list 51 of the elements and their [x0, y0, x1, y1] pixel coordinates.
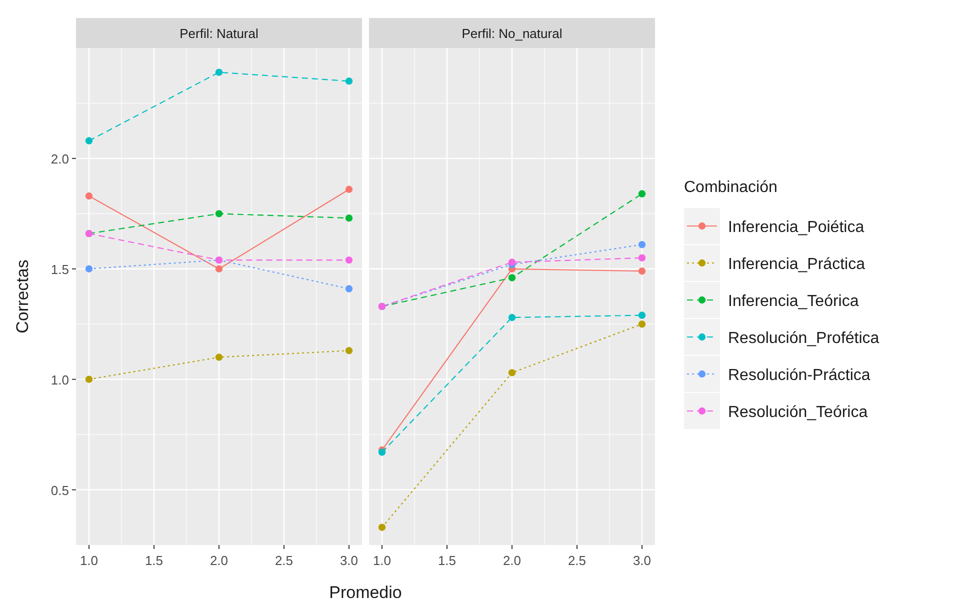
point	[638, 254, 646, 262]
x-tick-label: 1.5	[438, 553, 456, 568]
point	[508, 369, 516, 376]
point	[378, 448, 386, 456]
x-tick-label: 2.0	[210, 553, 228, 568]
chart-title: Perfil: No_natural	[462, 26, 562, 41]
y-axis-title: Correctas	[13, 260, 32, 334]
legend-label: Inferencia_Práctica	[728, 256, 866, 273]
point	[638, 240, 646, 248]
point	[215, 265, 223, 272]
y-tick-label: 1.0	[50, 372, 69, 388]
point	[638, 320, 646, 328]
x-tick-label: 2.0	[502, 553, 522, 568]
x-tick-label: 3.0	[632, 553, 652, 568]
x-tick-label: 3.0	[340, 553, 358, 568]
point	[345, 186, 353, 193]
point	[508, 314, 516, 322]
point	[85, 265, 93, 272]
x-tick-label: 1.0	[80, 553, 98, 568]
y-tick-label: 2.0	[50, 151, 69, 166]
chart-title: Perfil: Natural	[180, 26, 258, 41]
point	[85, 376, 93, 383]
x-tick-label: 1.5	[144, 553, 164, 568]
point	[345, 214, 353, 222]
x-tick-label: 2.5	[568, 553, 586, 568]
point	[345, 78, 353, 85]
point	[215, 210, 223, 218]
point	[215, 354, 223, 361]
legend-label: Resolución_Profética	[728, 330, 880, 347]
point	[638, 268, 646, 275]
point	[85, 192, 93, 200]
y-tick-label: 1.5	[50, 262, 69, 277]
point	[345, 256, 353, 264]
point	[508, 274, 516, 282]
point	[215, 68, 223, 76]
legend-label: Inferencia_Teórica	[728, 293, 859, 310]
point	[378, 524, 386, 531]
y-tick-label: 0.5	[50, 482, 69, 498]
point	[638, 190, 646, 198]
point	[345, 347, 353, 354]
point	[85, 137, 93, 144]
x-tick-label: 1.0	[372, 553, 392, 568]
point	[508, 258, 516, 266]
legend-label: Resolución_Teórica	[728, 404, 868, 421]
point	[638, 312, 646, 319]
point	[345, 285, 353, 292]
legend-label: Resolución-Práctica	[728, 367, 870, 384]
legend-label: Inferencia_Poiética	[728, 219, 864, 236]
x-axis-title: Promedio	[329, 583, 402, 602]
x-tick-label: 2.5	[274, 553, 294, 568]
legend-title: Combinación	[684, 179, 778, 196]
